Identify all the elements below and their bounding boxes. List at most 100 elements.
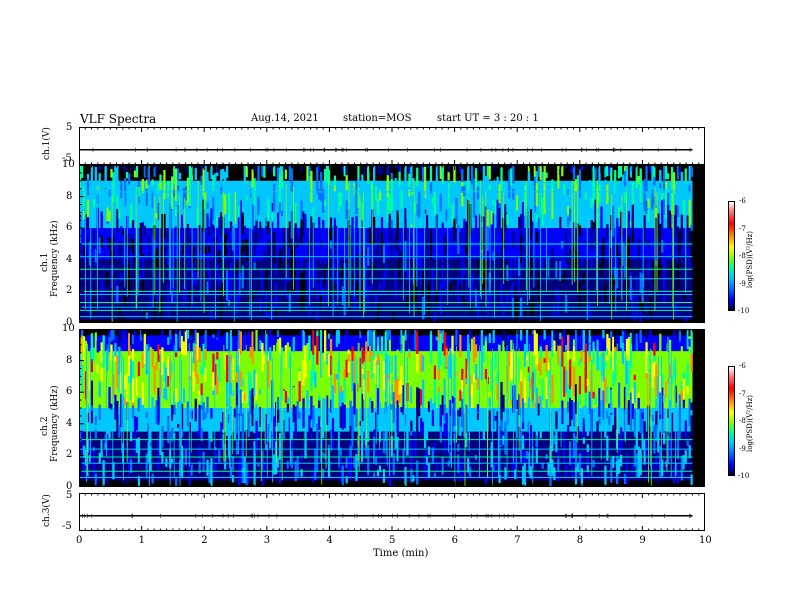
spec-cell (143, 165, 146, 178)
spec-cell (296, 274, 299, 297)
spec-cell (457, 278, 460, 306)
spec-cell (416, 460, 419, 485)
spec-cell (384, 455, 388, 463)
spec-cell (310, 433, 313, 443)
spec-cell (580, 165, 584, 171)
spec-cell (565, 165, 568, 169)
spec-cell (145, 165, 148, 176)
spec-cell (267, 360, 270, 388)
spec-cell (629, 329, 633, 333)
spec-cell (384, 265, 388, 278)
spec-cell (129, 249, 133, 261)
spec-cell (508, 169, 511, 199)
spec-cell (402, 411, 405, 428)
ch3v-tick-bottom: -5 (62, 521, 72, 532)
spec-cell (184, 165, 188, 170)
spec-cell (623, 410, 627, 441)
spec-cell (280, 166, 284, 189)
ch1-spec-ch-label: ch.1 (40, 252, 50, 272)
spec-cell (380, 438, 384, 447)
spec-cell (443, 423, 446, 453)
spec-cell (572, 366, 576, 398)
spec-cell (386, 329, 389, 341)
spec-cell (265, 269, 268, 296)
spec-cell (649, 329, 652, 341)
spec-cell (655, 454, 658, 470)
spec-cell (261, 450, 264, 471)
spec-cell (161, 451, 164, 464)
spec-cell (441, 222, 444, 252)
spec-cell (508, 381, 511, 402)
date-text: Aug.14, 2021 (251, 113, 319, 124)
spec-cell (537, 362, 540, 373)
spec-cell (220, 287, 223, 320)
spec-cell (190, 410, 193, 419)
ch1-spectrogram (79, 165, 705, 323)
spec-cell (259, 340, 262, 350)
spec-cell (682, 372, 685, 380)
spec-cell (80, 165, 84, 178)
spec-cell (578, 358, 582, 366)
spec-cell (455, 234, 458, 240)
spec-cell (653, 361, 656, 377)
spec-cell (257, 302, 260, 320)
spec-cell (167, 337, 170, 345)
spec-cell (253, 329, 256, 348)
spec-cell (220, 329, 223, 337)
spec-cell (175, 388, 178, 403)
spec-cell (208, 358, 211, 370)
spec-cell (653, 165, 656, 179)
spec-cell (600, 165, 603, 174)
spec-cell (384, 329, 388, 359)
spec-cell (420, 417, 423, 434)
spec-cell (135, 165, 139, 178)
spec-cell (353, 439, 356, 458)
spec-cell (363, 165, 366, 176)
spec-cell (676, 357, 680, 390)
spec-cell (594, 168, 597, 180)
spec-cell (612, 425, 615, 456)
spec-cell (163, 246, 166, 280)
spec-cell (155, 212, 158, 219)
spec-cell (676, 165, 680, 180)
spec-cell (645, 165, 648, 192)
spec-cell (627, 270, 631, 291)
spec-cell (126, 329, 129, 338)
spec-cell (249, 296, 252, 315)
spec-cell (653, 196, 656, 206)
spec-cell (574, 472, 578, 479)
spec-cell (327, 246, 331, 269)
spec-cell (670, 412, 674, 434)
spec-cell (629, 392, 633, 424)
spec-cell (147, 167, 150, 185)
spec-cell (476, 186, 480, 200)
spec-cell (537, 272, 540, 304)
spec-cell (465, 221, 468, 246)
spec-cell (286, 397, 290, 428)
spec-cell (386, 165, 389, 176)
spec-cell (469, 329, 472, 340)
spec-cell (498, 344, 501, 359)
spec-cell (680, 176, 683, 184)
spec-cell (224, 234, 227, 256)
spec-cell (412, 475, 415, 482)
spec-cell (422, 270, 425, 297)
spec-cell (469, 395, 472, 408)
spec-cell (608, 407, 611, 417)
spec-cell (496, 253, 499, 270)
spec-cell (631, 387, 634, 408)
spec-cell (463, 387, 466, 407)
spec-cell (441, 259, 444, 288)
spec-cell (210, 408, 213, 419)
spec-cell (614, 169, 617, 203)
spec-cell (359, 329, 362, 338)
spec-cell (523, 377, 527, 403)
spec-cell (400, 407, 403, 413)
spec-cell (96, 340, 99, 353)
spec-cell (255, 210, 258, 221)
spec-cell (190, 464, 193, 476)
spec-cell (218, 217, 221, 239)
spec-cell (300, 469, 303, 477)
spec-cell (476, 444, 480, 475)
spec-cell (602, 238, 605, 267)
